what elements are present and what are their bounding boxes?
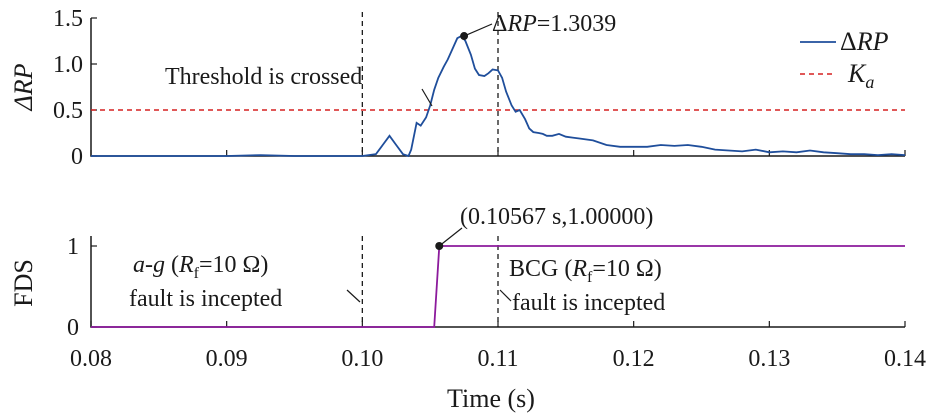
bottom-panel: 01 0.08 0.09 0.10 0.11 0.12 0.13 0.14 FDS Time…	[9, 204, 926, 413]
bottom-vertical-dashed-lines	[361, 236, 499, 327]
bottom-y-tick-label: 1	[67, 234, 79, 260]
threshold-annotation: Threshold is crossed	[165, 64, 362, 90]
x-tick-label: 0.10	[341, 346, 383, 372]
top-panel: 0 0.5 1.0 1.5 ΔRP ΔRP=1.3039 Threshold is c…	[9, 6, 906, 170]
delta-rp-series-line	[91, 34, 906, 158]
top-y-axis-label: ΔRP	[9, 63, 38, 111]
top-y-tick-label: 1.5	[53, 6, 83, 32]
ag-fault-label-line2: fault is incepted	[129, 286, 282, 312]
bottom-x-ticks: 0.08 0.09 0.10 0.11 0.12 0.13 0.14	[70, 321, 926, 372]
peak-annotation: ΔRP=1.3039	[492, 11, 616, 37]
bottom-y-axis-label: FDS	[9, 259, 38, 307]
top-vertical-dashed-lines	[361, 12, 499, 156]
ag-fault-label-line1: a-g (Rf=10 Ω)	[133, 252, 268, 282]
fds-point-annotation: (0.10567 s,1.00000)	[460, 204, 653, 230]
peak-leader-line	[463, 23, 493, 37]
legend-delta-rp-label: ΔRP	[840, 27, 889, 56]
bcg-leader-line	[499, 289, 512, 302]
top-y-ticks: 0 0.5 1.0 1.5	[53, 6, 97, 170]
bcg-fault-label-line1: BCG (Rf=10 Ω)	[509, 256, 662, 286]
fds-leader-line	[438, 227, 463, 247]
ag-leader-line	[346, 289, 361, 303]
x-tick-label: 0.12	[613, 346, 655, 372]
x-tick-label: 0.11	[477, 346, 518, 372]
top-y-tick-label: 1.0	[53, 52, 83, 78]
x-axis-label: Time (s)	[447, 384, 535, 413]
x-tick-label: 0.08	[70, 346, 112, 372]
x-tick-label: 0.13	[748, 346, 790, 372]
top-y-tick-label: 0.5	[53, 98, 83, 124]
legend-ka-label: Ka	[847, 59, 874, 92]
bottom-y-ticks: 01	[67, 234, 97, 341]
bottom-y-tick-label: 0	[67, 315, 79, 341]
x-tick-label: 0.09	[206, 346, 248, 372]
x-tick-label: 0.14	[884, 346, 926, 372]
top-y-tick-label: 0	[71, 144, 83, 170]
bcg-fault-label-line2: fault is incepted	[512, 290, 665, 316]
fds-series-line	[91, 245, 905, 328]
legend: ΔRP Ka	[800, 27, 889, 92]
threshold-leader-line	[421, 88, 433, 107]
